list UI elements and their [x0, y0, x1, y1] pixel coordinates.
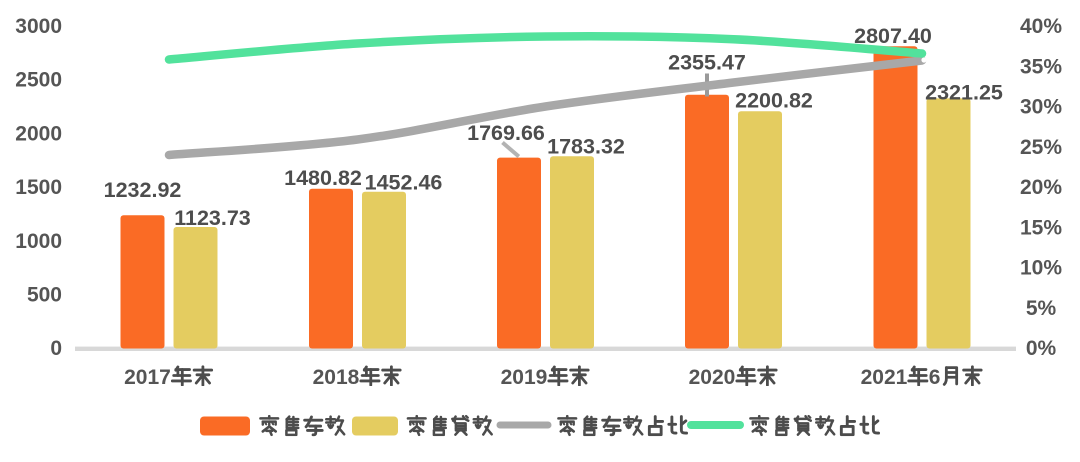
- svg-text:35%: 35%: [1020, 55, 1062, 78]
- svg-text:1783.32: 1783.32: [547, 135, 625, 159]
- svg-text:2018: 2018: [313, 366, 360, 389]
- svg-text:2500: 2500: [15, 69, 62, 92]
- svg-text:15%: 15%: [1020, 216, 1062, 239]
- svg-text:20%: 20%: [1020, 176, 1062, 199]
- svg-text:2321.25: 2321.25: [925, 81, 1003, 105]
- svg-text:25%: 25%: [1020, 136, 1062, 159]
- svg-text:500: 500: [27, 284, 62, 307]
- svg-text:3000: 3000: [15, 15, 62, 38]
- svg-text:2000: 2000: [15, 122, 62, 145]
- svg-text:2200.82: 2200.82: [735, 89, 813, 113]
- svg-text:2807.40: 2807.40: [854, 24, 932, 48]
- svg-text:10%: 10%: [1020, 257, 1062, 280]
- svg-text:2019: 2019: [501, 366, 548, 389]
- svg-text:40%: 40%: [1020, 15, 1062, 38]
- svg-text:0%: 0%: [1026, 337, 1057, 360]
- svg-text:1500: 1500: [15, 176, 62, 199]
- svg-text:2017: 2017: [124, 366, 171, 389]
- svg-text:1123.73: 1123.73: [174, 206, 251, 230]
- svg-text:6: 6: [929, 366, 941, 389]
- svg-text:2021: 2021: [861, 366, 908, 389]
- svg-text:2020: 2020: [689, 366, 736, 389]
- svg-text:1480.82: 1480.82: [284, 166, 362, 190]
- svg-text:5%: 5%: [1026, 297, 1057, 320]
- svg-text:30%: 30%: [1020, 96, 1062, 119]
- svg-text:1232.92: 1232.92: [104, 178, 182, 202]
- svg-text:2355.47: 2355.47: [668, 51, 746, 75]
- svg-text:1769.66: 1769.66: [467, 121, 545, 145]
- svg-text:1000: 1000: [15, 230, 62, 253]
- svg-text:1452.46: 1452.46: [365, 171, 443, 195]
- svg-text:0: 0: [50, 337, 62, 360]
